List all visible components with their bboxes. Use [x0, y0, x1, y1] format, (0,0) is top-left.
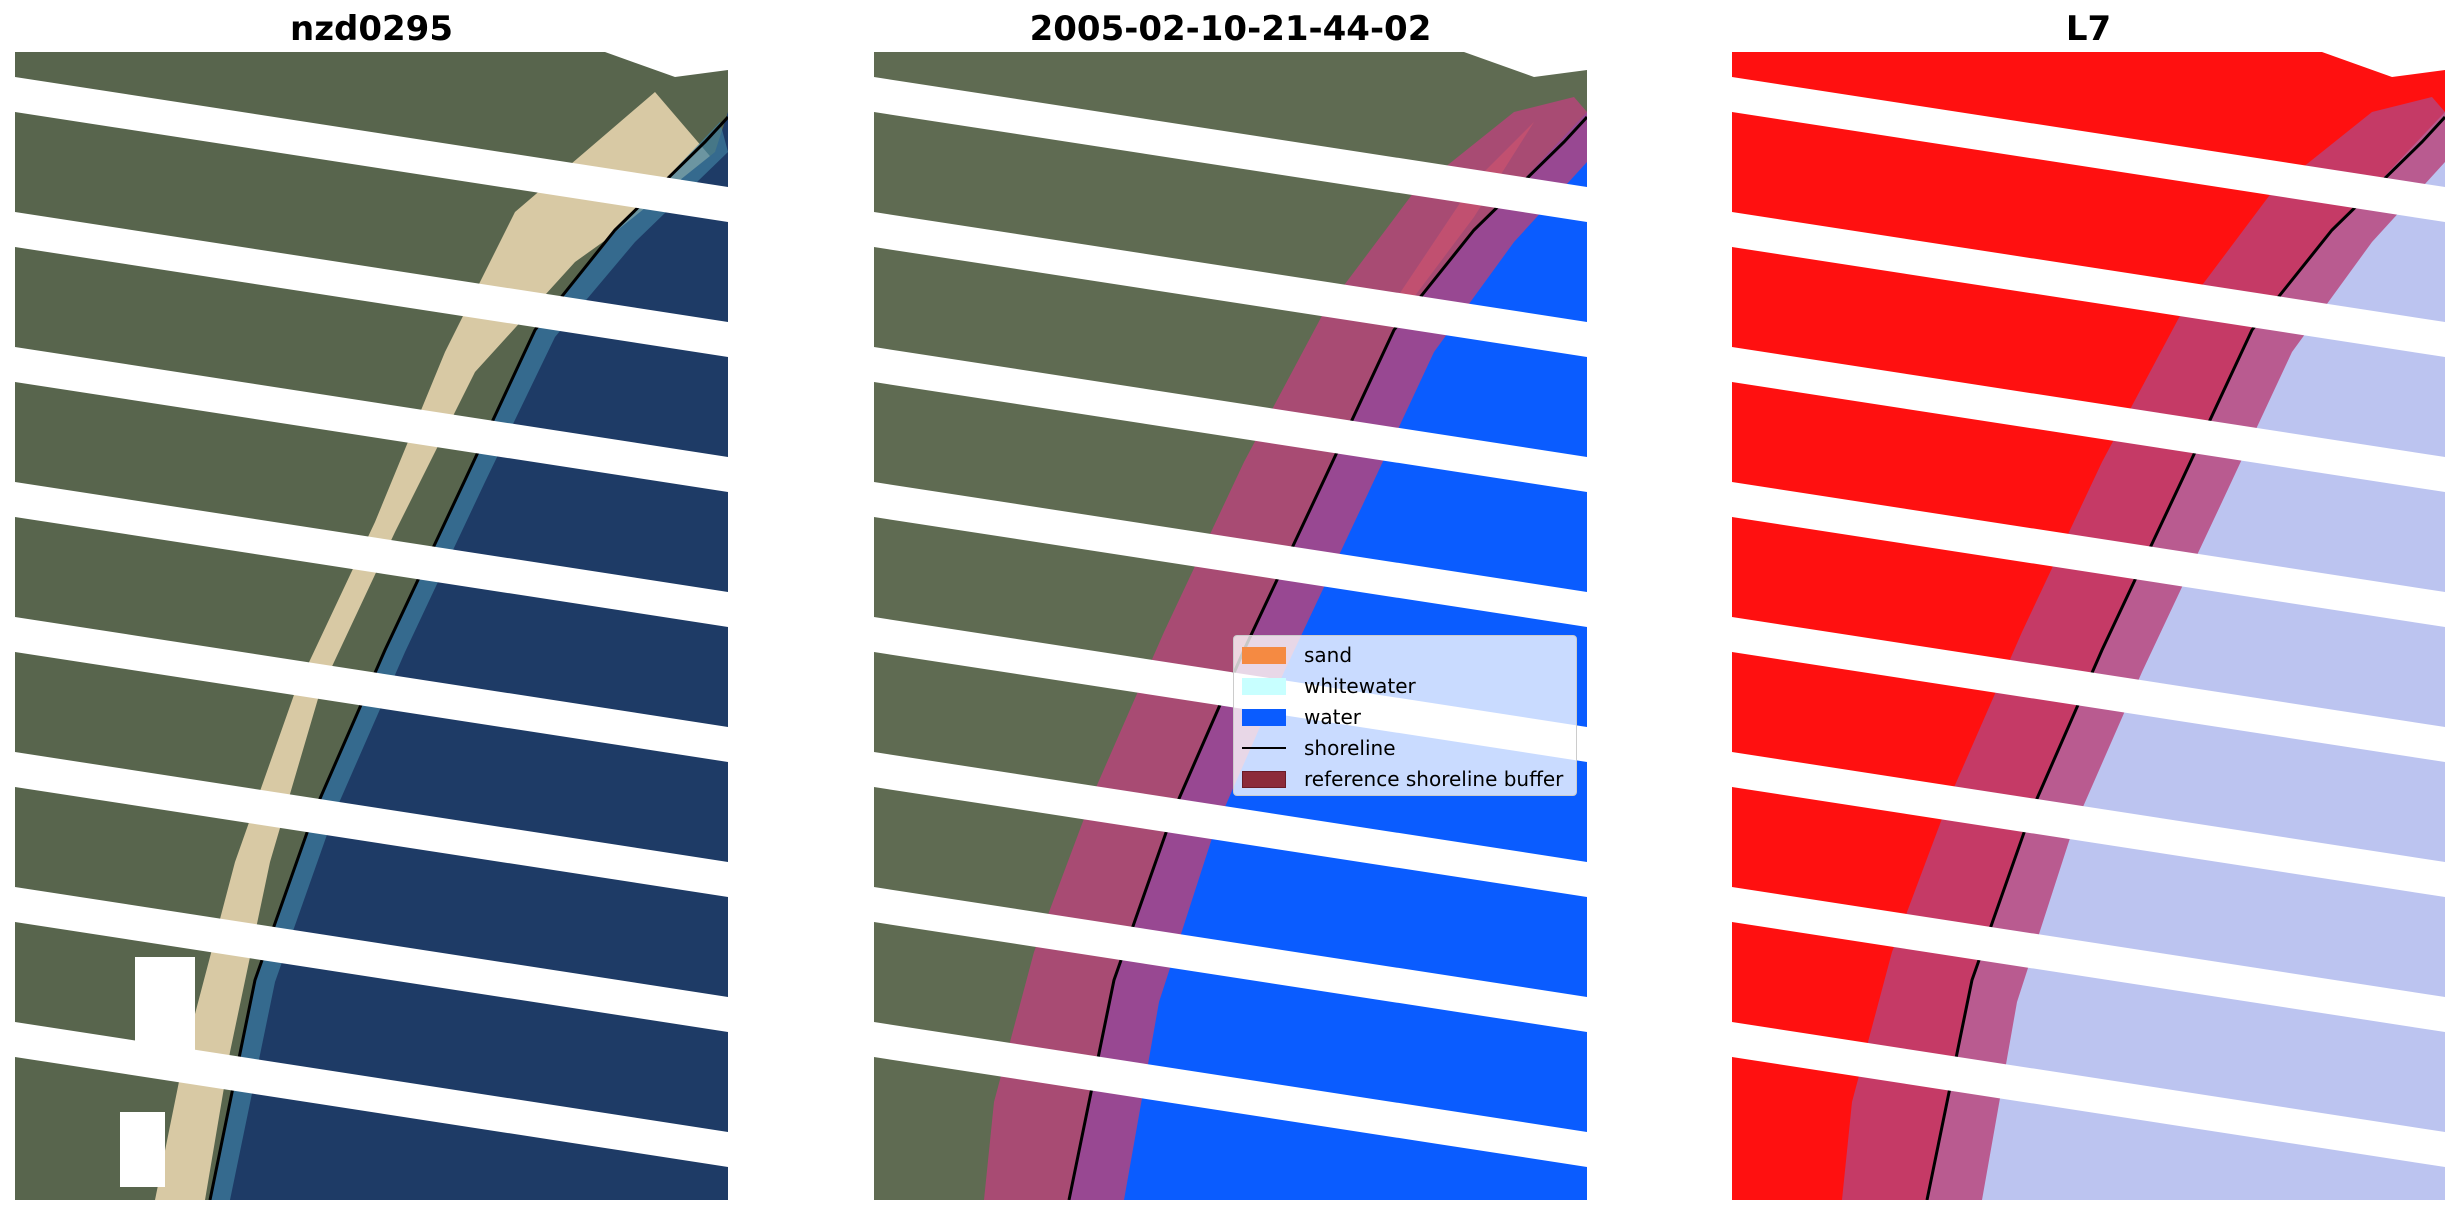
legend-label-shoreline: shoreline — [1304, 736, 1396, 760]
water-swatch — [1242, 708, 1286, 726]
legend-label-whitewater: whitewater — [1304, 674, 1416, 698]
sand-swatch — [1242, 646, 1286, 664]
legend-item-whitewater: whitewater — [1242, 673, 1416, 699]
legend-label-buffer: reference shoreline buffer — [1304, 767, 1564, 791]
legend-label-water: water — [1304, 705, 1361, 729]
water-index — [1927, 112, 2445, 1200]
scan-line-gaps — [874, 52, 1587, 1167]
shoreline — [1067, 115, 1587, 1200]
ocean — [210, 112, 728, 1200]
scan-line-gaps — [15, 52, 728, 1167]
panel-title-index: L7 — [2065, 9, 2112, 49]
legend: sand whitewater water shoreline referenc… — [1233, 635, 1577, 796]
panel-title-rgb: nzd0295 — [290, 9, 453, 49]
scan-line-gaps — [1732, 52, 2445, 1167]
panel-title-classified: 2005-02-10-21-44-02 — [1029, 9, 1432, 49]
legend-label-sand: sand — [1304, 643, 1353, 667]
shoreline-swatch — [1242, 747, 1286, 749]
shoreline — [1925, 115, 2445, 1200]
legend-item-sand: sand — [1242, 642, 1352, 668]
legend-item-water: water — [1242, 704, 1361, 730]
water-index-image — [1732, 52, 2445, 1200]
sand-dunes — [155, 92, 715, 1200]
legend-item-buffer: reference shoreline buffer — [1242, 766, 1563, 792]
classified-image — [874, 52, 1587, 1200]
buffer-swatch — [1242, 770, 1286, 788]
legend-item-shoreline: shoreline — [1242, 735, 1396, 761]
whitewater-swatch — [1242, 677, 1286, 695]
rgb-satellite-image — [15, 52, 728, 1200]
shoreline — [208, 115, 728, 1200]
cloud-patch — [120, 1112, 165, 1187]
